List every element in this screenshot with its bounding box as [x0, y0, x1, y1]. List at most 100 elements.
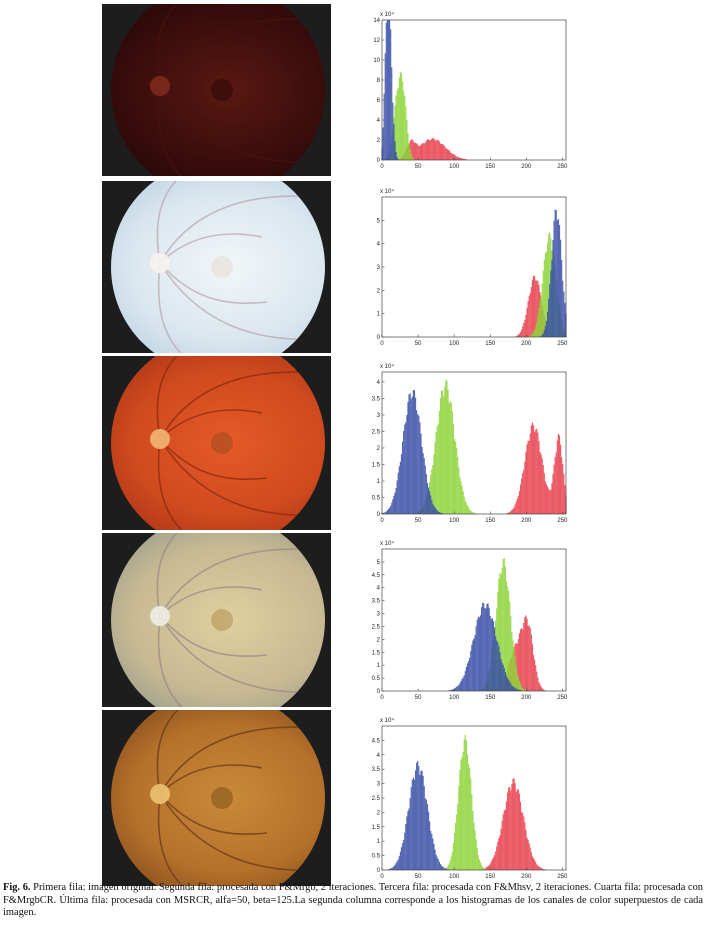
y-tick-label: 4.5 — [372, 738, 381, 744]
scale-label: x 10⁴ — [380, 540, 394, 547]
fmhsv-fundus-picture — [111, 356, 325, 530]
y-tick-label: 14 — [373, 18, 380, 24]
x-tick-label: 150 — [485, 518, 496, 524]
series-blue — [448, 602, 523, 691]
original-fundus-picture — [111, 4, 325, 176]
scale-label: x 10⁴ — [380, 11, 394, 18]
fmrgb-fundus — [102, 181, 331, 353]
x-tick-label: 50 — [415, 518, 422, 524]
y-tick-label: 1 — [377, 479, 381, 485]
y-tick-label: 0 — [377, 158, 381, 164]
y-tick-label: 2.5 — [372, 624, 381, 630]
plot-frame — [381, 19, 567, 161]
y-tick-label: 2 — [377, 810, 381, 816]
x-tick-label: 0 — [380, 695, 384, 701]
x-tick-label: 100 — [449, 874, 460, 880]
y-tick-label: 0.5 — [372, 676, 381, 682]
y-tick-label: 4.5 — [372, 573, 381, 579]
y-tick-label: 0.5 — [372, 854, 381, 860]
x-tick-label: 50 — [415, 341, 422, 347]
y-tick-label: 3 — [377, 413, 381, 419]
x-tick-label: 250 — [557, 518, 568, 524]
histogram-1-plot: 0 2 4 6 8 10 12 14 0 50 100 150 200 250 x 10⁴ — [373, 11, 568, 170]
series-blue — [387, 761, 449, 870]
y-tick-label: 4 — [377, 242, 381, 248]
plot-frame — [381, 548, 567, 692]
x-tick-label: 150 — [485, 874, 496, 880]
figure-caption: Fig. 6. Primera fila: imagen original. S… — [3, 882, 703, 920]
series-red — [480, 778, 547, 870]
x-tick-label: 200 — [521, 341, 532, 347]
y-tick-label: 1 — [377, 663, 381, 669]
y-tick-label: 1 — [377, 839, 381, 845]
x-tick-label: 200 — [521, 695, 532, 701]
y-tick-label: 0.5 — [372, 495, 381, 501]
y-tick-label: 12 — [373, 38, 380, 44]
x-tick-label: 50 — [415, 695, 422, 701]
x-tick-label: 200 — [521, 874, 532, 880]
y-tick-label: 2 — [377, 138, 381, 144]
fmrgb-fundus-picture — [111, 181, 325, 353]
x-tick-label: 0 — [380, 164, 384, 170]
x-tick-label: 250 — [557, 695, 568, 701]
series-green — [443, 734, 487, 870]
x-tick-label: 100 — [449, 164, 460, 170]
y-tick-label: 4 — [377, 118, 381, 124]
fmrgbcr-fundus-picture — [111, 533, 325, 707]
y-tick-label: 2.5 — [372, 429, 381, 435]
y-tick-label: 2 — [377, 637, 381, 643]
x-tick-label: 0 — [380, 874, 384, 880]
original-fundus — [102, 4, 331, 176]
y-tick-label: 1 — [377, 312, 381, 318]
figure-label: Fig. 6. — [3, 882, 31, 893]
scale-label: x 10⁴ — [380, 717, 394, 724]
plot-frame — [381, 371, 567, 515]
scale-label: x 10⁴ — [380, 188, 394, 195]
y-tick-label: 0 — [377, 512, 381, 518]
caption-text: Primera fila: imagen original. Segunda f… — [3, 882, 703, 919]
y-tick-label: 2.5 — [372, 796, 381, 802]
scale-label: x 10⁴ — [380, 363, 394, 370]
y-tick-label: 3 — [377, 782, 381, 788]
fmhsv-fundus — [102, 356, 331, 530]
y-tick-label: 3 — [377, 612, 381, 618]
y-tick-label: 2 — [377, 288, 381, 294]
histogram-4: 0 0.5 1 1.5 2 2.5 3 3.5 4 4.5 5 0 50 100 150 200 250 x 10… — [364, 535, 574, 707]
histogram-3: 0 0.5 1 1.5 2 2.5 3 3.5 4 0 50 100 150 200 250 x 10⁴ — [364, 358, 574, 530]
histogram-3-plot: 0 0.5 1 1.5 2 2.5 3 3.5 4 0 50 100 150 200 250 x 10⁴ — [372, 363, 568, 524]
y-tick-label: 1.5 — [372, 462, 381, 468]
histogram-2: 0 1 2 3 4 5 0 50 100 150 200 250 x 10⁴ — [364, 183, 574, 353]
y-tick-label: 10 — [373, 58, 380, 64]
series-blue — [381, 20, 399, 160]
x-tick-label: 200 — [521, 518, 532, 524]
y-tick-label: 5 — [377, 218, 381, 224]
y-tick-label: 5 — [377, 560, 381, 566]
y-tick-label: 4 — [377, 586, 381, 592]
x-tick-label: 200 — [521, 164, 532, 170]
x-tick-label: 250 — [557, 341, 568, 347]
y-tick-label: 3 — [377, 265, 381, 271]
x-tick-label: 150 — [485, 695, 496, 701]
x-tick-label: 100 — [449, 695, 460, 701]
histogram-5-plot: 0 0.5 1 1.5 2 2.5 3 3.5 4 4.5 0 50 100 150 200 250 x 10⁴ — [372, 717, 568, 880]
x-tick-label: 100 — [449, 518, 460, 524]
x-tick-label: 50 — [415, 874, 422, 880]
y-tick-label: 2 — [377, 446, 381, 452]
y-tick-label: 0 — [377, 689, 381, 695]
y-tick-label: 3.5 — [372, 396, 381, 402]
x-tick-label: 250 — [557, 874, 568, 880]
y-tick-label: 3.5 — [372, 767, 381, 773]
fmrgbcr-fundus — [102, 533, 331, 707]
histogram-1: 0 2 4 6 8 10 12 14 0 50 100 150 200 250 x 10⁴ — [364, 6, 574, 176]
x-tick-label: 0 — [380, 518, 384, 524]
x-tick-label: 100 — [449, 341, 460, 347]
y-tick-label: 6 — [377, 98, 381, 104]
x-tick-label: 150 — [485, 341, 496, 347]
msrcr-fundus — [102, 710, 331, 886]
msrcr-fundus-picture — [111, 710, 325, 886]
x-tick-label: 150 — [485, 164, 496, 170]
histogram-5: 0 0.5 1 1.5 2 2.5 3 3.5 4 4.5 0 50 100 150 200 250 x 10⁴ — [364, 712, 574, 886]
y-tick-label: 3.5 — [372, 599, 381, 605]
x-tick-label: 250 — [557, 164, 568, 170]
y-tick-label: 0 — [377, 335, 381, 341]
